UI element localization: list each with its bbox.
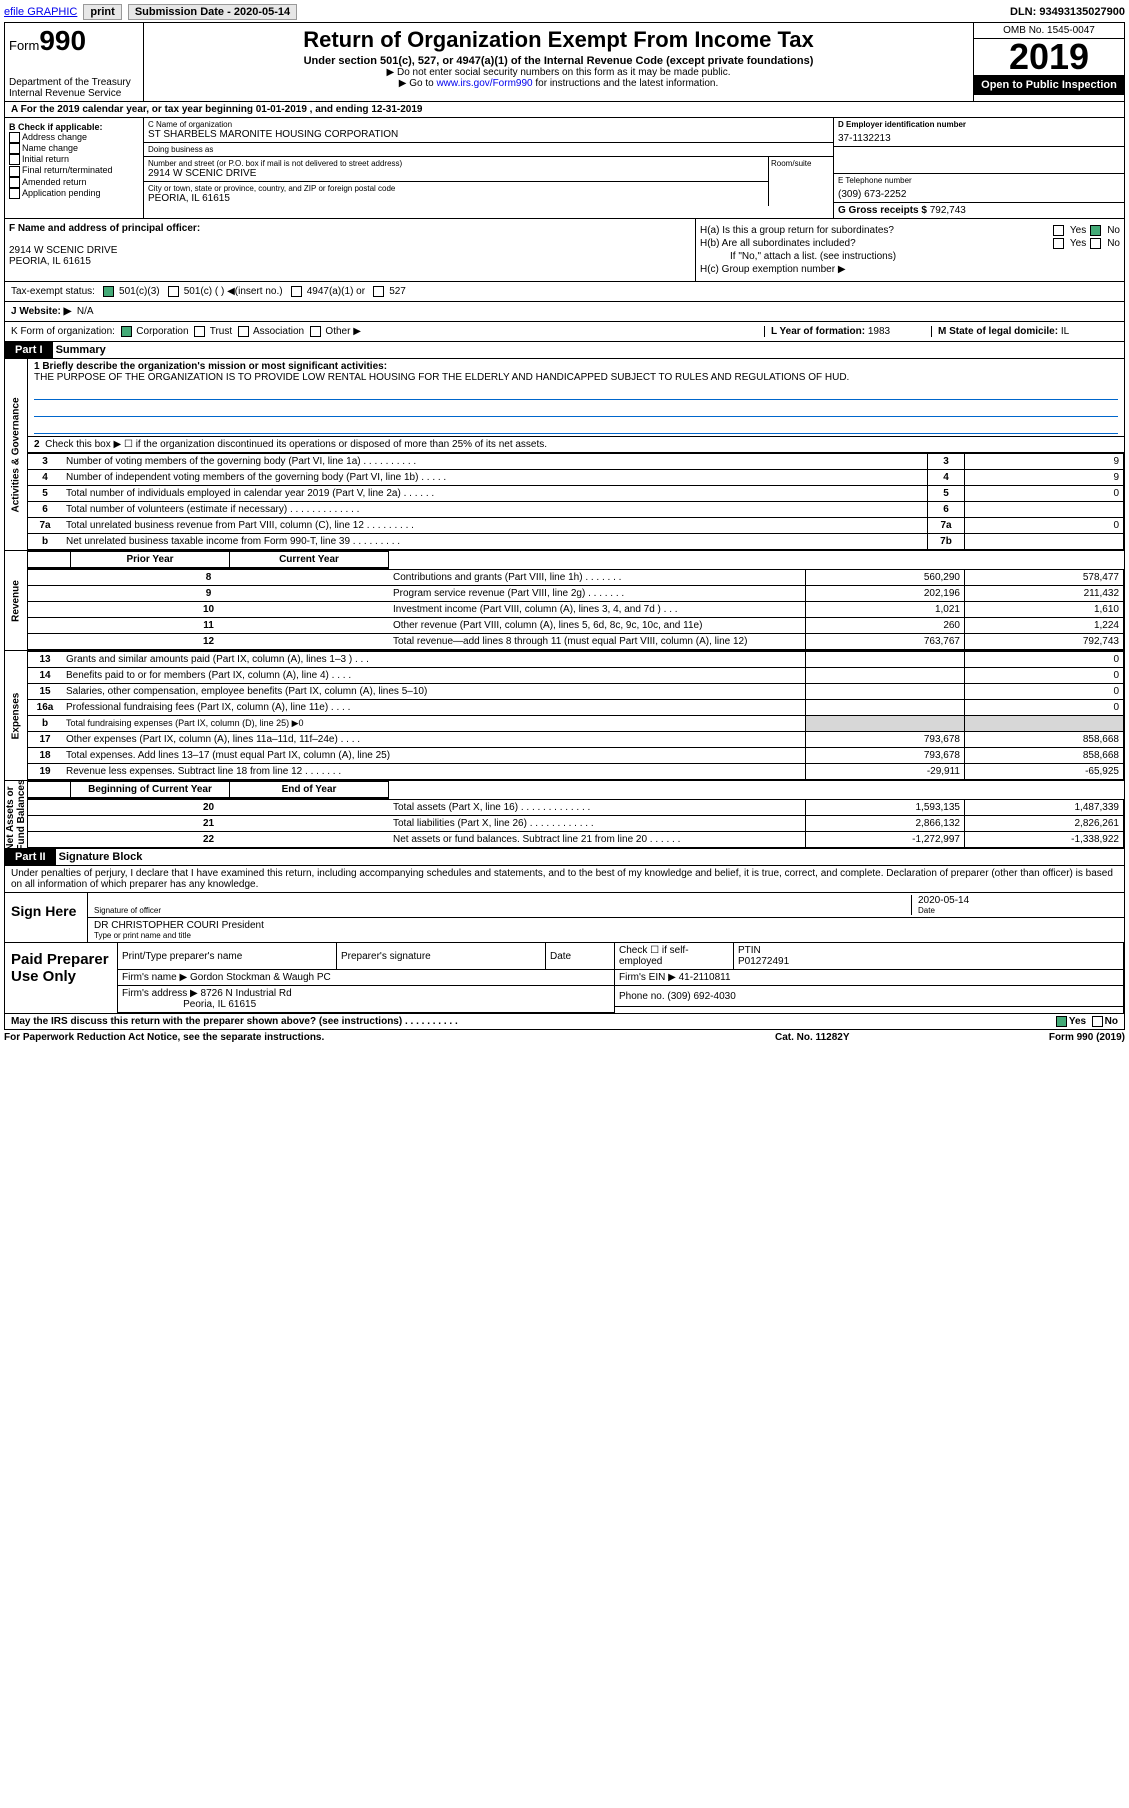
- sidebar-expenses: Expenses: [5, 651, 28, 780]
- section-h: H(a) Is this a group return for subordin…: [696, 219, 1124, 281]
- officer-name: DR CHRISTOPHER COURI President: [94, 920, 264, 931]
- section-deg: D Employer identification number37-11322…: [833, 118, 1124, 218]
- signature-section: Under penalties of perjury, I declare th…: [5, 866, 1124, 1029]
- org-name: ST SHARBELS MARONITE HOUSING CORPORATION: [148, 129, 829, 140]
- sidebar-governance: Activities & Governance: [5, 359, 28, 550]
- efile-link[interactable]: efile GRAPHIC: [4, 6, 77, 18]
- revenue-table: Prior YearCurrent Year 8Contributions an…: [28, 551, 1124, 650]
- mission-row: 1 Briefly describe the organization's mi…: [28, 359, 1124, 437]
- sidebar-netassets: Net Assets or Fund Balances: [5, 781, 28, 848]
- form-title: Return of Organization Exempt From Incom…: [148, 27, 969, 53]
- dln: DLN: 93493135027900: [1010, 6, 1125, 18]
- netassets-table: Beginning of Current YearEnd of Year 20T…: [28, 781, 1124, 848]
- ein: 37-1132213: [838, 133, 1120, 144]
- form-id: Form990 Department of the Treasury Inter…: [5, 23, 144, 101]
- governance-table: 3Number of voting members of the governi…: [28, 453, 1124, 550]
- form-title-block: Return of Organization Exempt From Incom…: [144, 23, 973, 101]
- tax-status: Tax-exempt status: 501(c)(3) 501(c) ( ) …: [5, 282, 1124, 302]
- paid-preparer-label: Paid Preparer Use Only: [5, 943, 117, 1013]
- expenses-table: 13Grants and similar amounts paid (Part …: [28, 651, 1124, 780]
- website-line: J Website: ▶ N/A: [5, 302, 1124, 322]
- section-b: B Check if applicable: Address change Na…: [5, 118, 144, 218]
- print-button[interactable]: print: [83, 4, 121, 20]
- form-990: Form990 Department of the Treasury Inter…: [4, 22, 1125, 1030]
- irs-link[interactable]: www.irs.gov/Form990: [436, 78, 532, 89]
- firm-name: Gordon Stockman & Waugh PC: [190, 972, 331, 983]
- gross-receipts: 792,743: [930, 205, 966, 216]
- discuss-line: May the IRS discuss this return with the…: [5, 1013, 1124, 1029]
- year-block: OMB No. 1545-0047 2019 Open to Public In…: [973, 23, 1124, 101]
- k-l-m-line: K Form of organization: Corporation Trus…: [5, 322, 1124, 342]
- footer: For Paperwork Reduction Act Notice, see …: [4, 1030, 1125, 1045]
- part2-header: Part II Signature Block: [5, 849, 1124, 866]
- org-address: 2914 W SCENIC DRIVE: [148, 168, 764, 179]
- period-row: A For the 2019 calendar year, or tax yea…: [5, 102, 1124, 118]
- section-f: F Name and address of principal officer:…: [5, 219, 696, 281]
- sidebar-revenue: Revenue: [5, 551, 28, 650]
- subdate-button[interactable]: Submission Date - 2020-05-14: [128, 4, 297, 20]
- preparer-table: Print/Type preparer's namePreparer's sig…: [118, 943, 1124, 1013]
- phone: (309) 673-2252: [838, 189, 1120, 200]
- part1-header: Part I Summary: [5, 342, 1124, 359]
- section-c: C Name of organizationST SHARBELS MARONI…: [144, 118, 833, 218]
- sign-here-label: Sign Here: [5, 893, 87, 942]
- topbar: efile GRAPHIC print Submission Date - 20…: [4, 4, 1125, 20]
